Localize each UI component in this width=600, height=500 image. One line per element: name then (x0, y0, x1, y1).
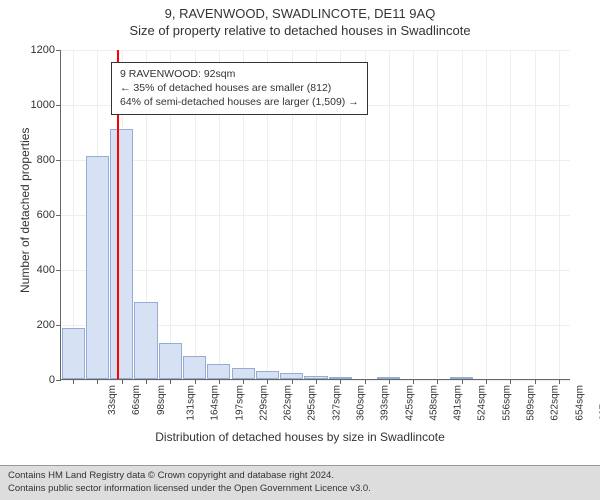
histogram-bar (86, 156, 109, 379)
xtick-mark (243, 379, 244, 384)
page: 9, RAVENWOOD, SWADLINCOTE, DE11 9AQ Size… (0, 0, 600, 500)
xtick-mark (97, 379, 98, 384)
xtick-label: 425sqm (404, 385, 415, 421)
gridline-v (437, 50, 438, 379)
xtick-label: 229sqm (258, 385, 269, 421)
xtick-label: 164sqm (210, 385, 221, 421)
gridline-v (389, 50, 390, 379)
xtick-label: 360sqm (356, 385, 367, 421)
xtick-label: 556sqm (501, 385, 512, 421)
histogram-bar (450, 377, 473, 379)
chart-container: Number of detached properties 0200400600… (0, 40, 600, 440)
histogram-bar (329, 377, 352, 379)
histogram-bar (256, 371, 279, 379)
histogram-bar (304, 376, 327, 379)
histogram-bar (183, 356, 206, 379)
xtick-label: 654sqm (574, 385, 585, 421)
xtick-mark (486, 379, 487, 384)
xtick-mark (267, 379, 268, 384)
ytick-label: 1200 (31, 44, 61, 56)
xtick-mark (510, 379, 511, 384)
xtick-label: 33sqm (107, 385, 118, 415)
histogram-bar (232, 368, 255, 379)
ytick-label: 400 (37, 264, 61, 276)
page-subtitle: Size of property relative to detached ho… (0, 21, 600, 38)
xtick-label: 197sqm (234, 385, 245, 421)
x-axis-label: Distribution of detached houses by size … (0, 430, 600, 444)
page-title: 9, RAVENWOOD, SWADLINCOTE, DE11 9AQ (0, 0, 600, 21)
xtick-label: 131sqm (186, 385, 197, 421)
xtick-mark (365, 379, 366, 384)
info-box-line-1: 9 RAVENWOOD: 92sqm (120, 67, 359, 81)
histogram-bar (207, 364, 230, 379)
xtick-mark (413, 379, 414, 384)
xtick-label: 98sqm (156, 385, 167, 415)
info-box-line-3: 64% of semi-detached houses are larger (… (120, 95, 359, 109)
xtick-label: 262sqm (283, 385, 294, 421)
xtick-label: 622sqm (550, 385, 561, 421)
ytick-label: 1000 (31, 99, 61, 111)
xtick-mark (195, 379, 196, 384)
info-box: 9 RAVENWOOD: 92sqm← 35% of detached hous… (111, 62, 368, 115)
gridline-v (510, 50, 511, 379)
ytick-label: 600 (37, 209, 61, 221)
footer-line-2: Contains public sector information licen… (8, 483, 592, 495)
gridline-v (559, 50, 560, 379)
xtick-mark (316, 379, 317, 384)
ytick-label: 0 (49, 374, 61, 386)
y-axis-label: Number of detached properties (18, 128, 32, 293)
gridline-v (486, 50, 487, 379)
xtick-mark (122, 379, 123, 384)
xtick-label: 295sqm (307, 385, 318, 421)
ytick-label: 800 (37, 154, 61, 166)
xtick-label: 589sqm (526, 385, 537, 421)
xtick-mark (462, 379, 463, 384)
ytick-label: 200 (37, 319, 61, 331)
histogram-bar (62, 328, 85, 379)
histogram-bar (134, 302, 157, 379)
xtick-mark (292, 379, 293, 384)
xtick-mark (340, 379, 341, 384)
xtick-label: 458sqm (428, 385, 439, 421)
footer-line-1: Contains HM Land Registry data © Crown c… (8, 470, 592, 482)
xtick-mark (389, 379, 390, 384)
xtick-mark (170, 379, 171, 384)
xtick-label: 327sqm (331, 385, 342, 421)
xtick-label: 393sqm (380, 385, 391, 421)
histogram-bar (377, 377, 400, 379)
histogram-bar (280, 373, 303, 379)
xtick-label: 491sqm (453, 385, 464, 421)
xtick-mark (73, 379, 74, 384)
xtick-mark (219, 379, 220, 384)
xtick-mark (535, 379, 536, 384)
xtick-mark (559, 379, 560, 384)
footer: Contains HM Land Registry data © Crown c… (0, 465, 600, 500)
histogram-bar (110, 129, 133, 379)
xtick-mark (146, 379, 147, 384)
info-box-line-2: ← 35% of detached houses are smaller (81… (120, 81, 359, 95)
xtick-mark (437, 379, 438, 384)
gridline-v (413, 50, 414, 379)
gridline-v (462, 50, 463, 379)
plot-area: 02004006008001000120033sqm66sqm98sqm131s… (60, 50, 570, 380)
gridline-v (535, 50, 536, 379)
xtick-label: 524sqm (477, 385, 488, 421)
histogram-bar (159, 343, 182, 379)
xtick-label: 66sqm (131, 385, 142, 415)
